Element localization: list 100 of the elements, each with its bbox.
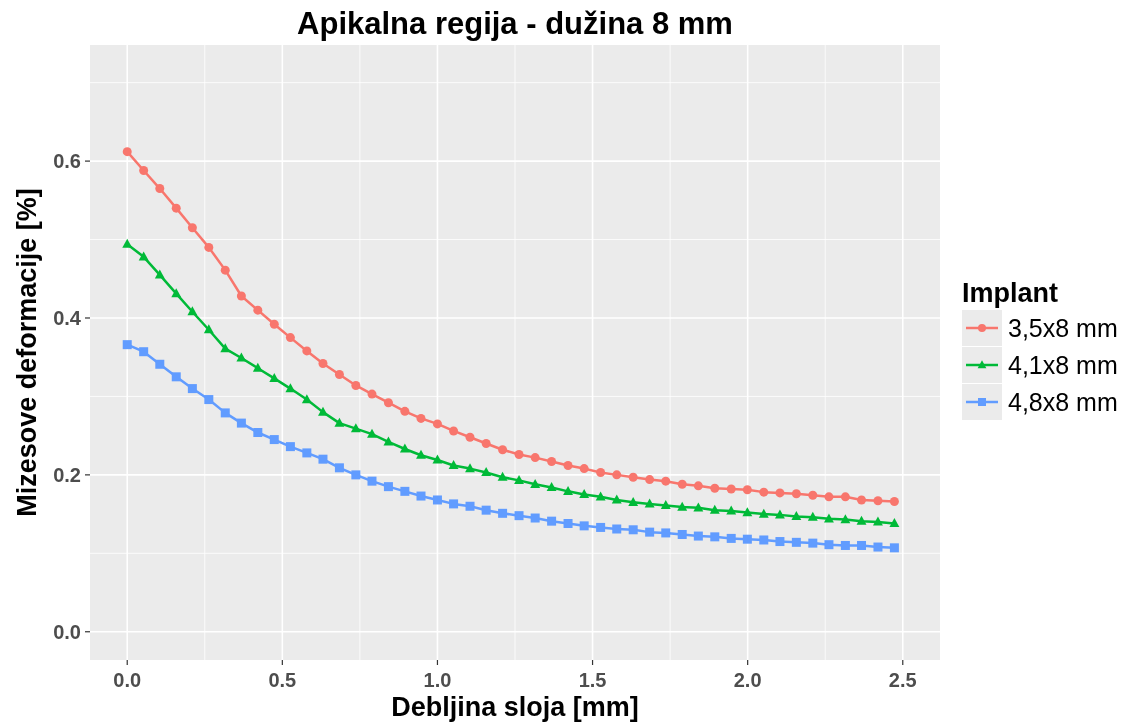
point (253, 305, 263, 315)
point (318, 406, 328, 416)
point (693, 531, 703, 541)
point (514, 511, 524, 521)
legend-title: Implant (962, 278, 1059, 308)
point (563, 460, 573, 470)
point (236, 291, 246, 301)
point (579, 464, 589, 474)
point (171, 203, 181, 213)
x-tick-label: 1.5 (578, 669, 607, 691)
point (791, 511, 802, 521)
point (596, 522, 606, 532)
point (351, 470, 361, 480)
point (122, 238, 133, 248)
point (220, 408, 230, 418)
point (596, 468, 606, 478)
point (383, 436, 394, 446)
point (889, 518, 900, 528)
point (448, 460, 459, 470)
point (759, 535, 769, 545)
point (873, 542, 883, 552)
point (465, 463, 475, 473)
point (171, 288, 182, 298)
point (530, 478, 541, 488)
legend-label: 4,1x8 mm (1008, 350, 1118, 379)
point (301, 394, 312, 404)
point (269, 319, 279, 329)
point (449, 426, 459, 436)
point (759, 487, 769, 497)
point (758, 508, 769, 518)
point (677, 529, 687, 539)
point (367, 428, 377, 438)
point (383, 482, 393, 492)
point (399, 443, 410, 453)
point (807, 511, 818, 521)
point (465, 501, 475, 511)
point (693, 481, 703, 491)
point (497, 471, 508, 481)
point (204, 395, 214, 405)
point (155, 359, 165, 369)
point (514, 474, 524, 484)
point (547, 457, 557, 467)
point (187, 384, 197, 394)
point (367, 476, 377, 486)
point (742, 534, 752, 544)
point (628, 496, 639, 506)
point (791, 489, 801, 499)
point (481, 439, 491, 448)
point (726, 505, 737, 515)
x-axis-title: Debljina sloja [mm] (391, 692, 639, 722)
point (775, 537, 785, 547)
point (808, 538, 818, 548)
point (563, 519, 573, 529)
point (302, 346, 312, 356)
point (171, 372, 181, 382)
point (661, 528, 671, 538)
point (334, 417, 345, 427)
point (857, 540, 867, 550)
point (823, 513, 834, 523)
point (139, 166, 149, 176)
point (840, 514, 851, 524)
point (350, 423, 361, 433)
point (187, 223, 197, 233)
point (236, 352, 247, 362)
point (187, 306, 198, 316)
x-tick-label: 0.0 (113, 669, 142, 691)
point (579, 521, 589, 531)
point (628, 472, 638, 482)
point (563, 485, 573, 495)
y-tick-label: 0.0 (53, 620, 81, 643)
y-tick-label: 0.6 (53, 150, 81, 173)
point (856, 515, 867, 525)
point (302, 448, 312, 458)
y-axis-title: Mizesove deformacije [%] (12, 188, 42, 517)
point (481, 467, 492, 477)
point (139, 347, 149, 357)
point (432, 495, 442, 505)
point (612, 470, 622, 480)
legend-label: 4,8x8 mm (1008, 387, 1118, 416)
point (351, 380, 361, 390)
point (742, 485, 752, 495)
point (481, 505, 491, 515)
point (285, 442, 295, 452)
point (236, 418, 246, 428)
x-tick-label: 2.5 (888, 669, 917, 691)
point (530, 453, 540, 463)
point (840, 492, 850, 502)
point (138, 251, 149, 261)
point (253, 428, 263, 438)
point (808, 490, 818, 500)
point (416, 413, 426, 423)
point (709, 504, 720, 514)
point (432, 454, 443, 464)
point (612, 524, 622, 534)
point (726, 484, 736, 494)
point (530, 513, 540, 523)
point (547, 516, 557, 526)
point (726, 533, 736, 543)
point (416, 491, 426, 501)
point (710, 532, 720, 542)
